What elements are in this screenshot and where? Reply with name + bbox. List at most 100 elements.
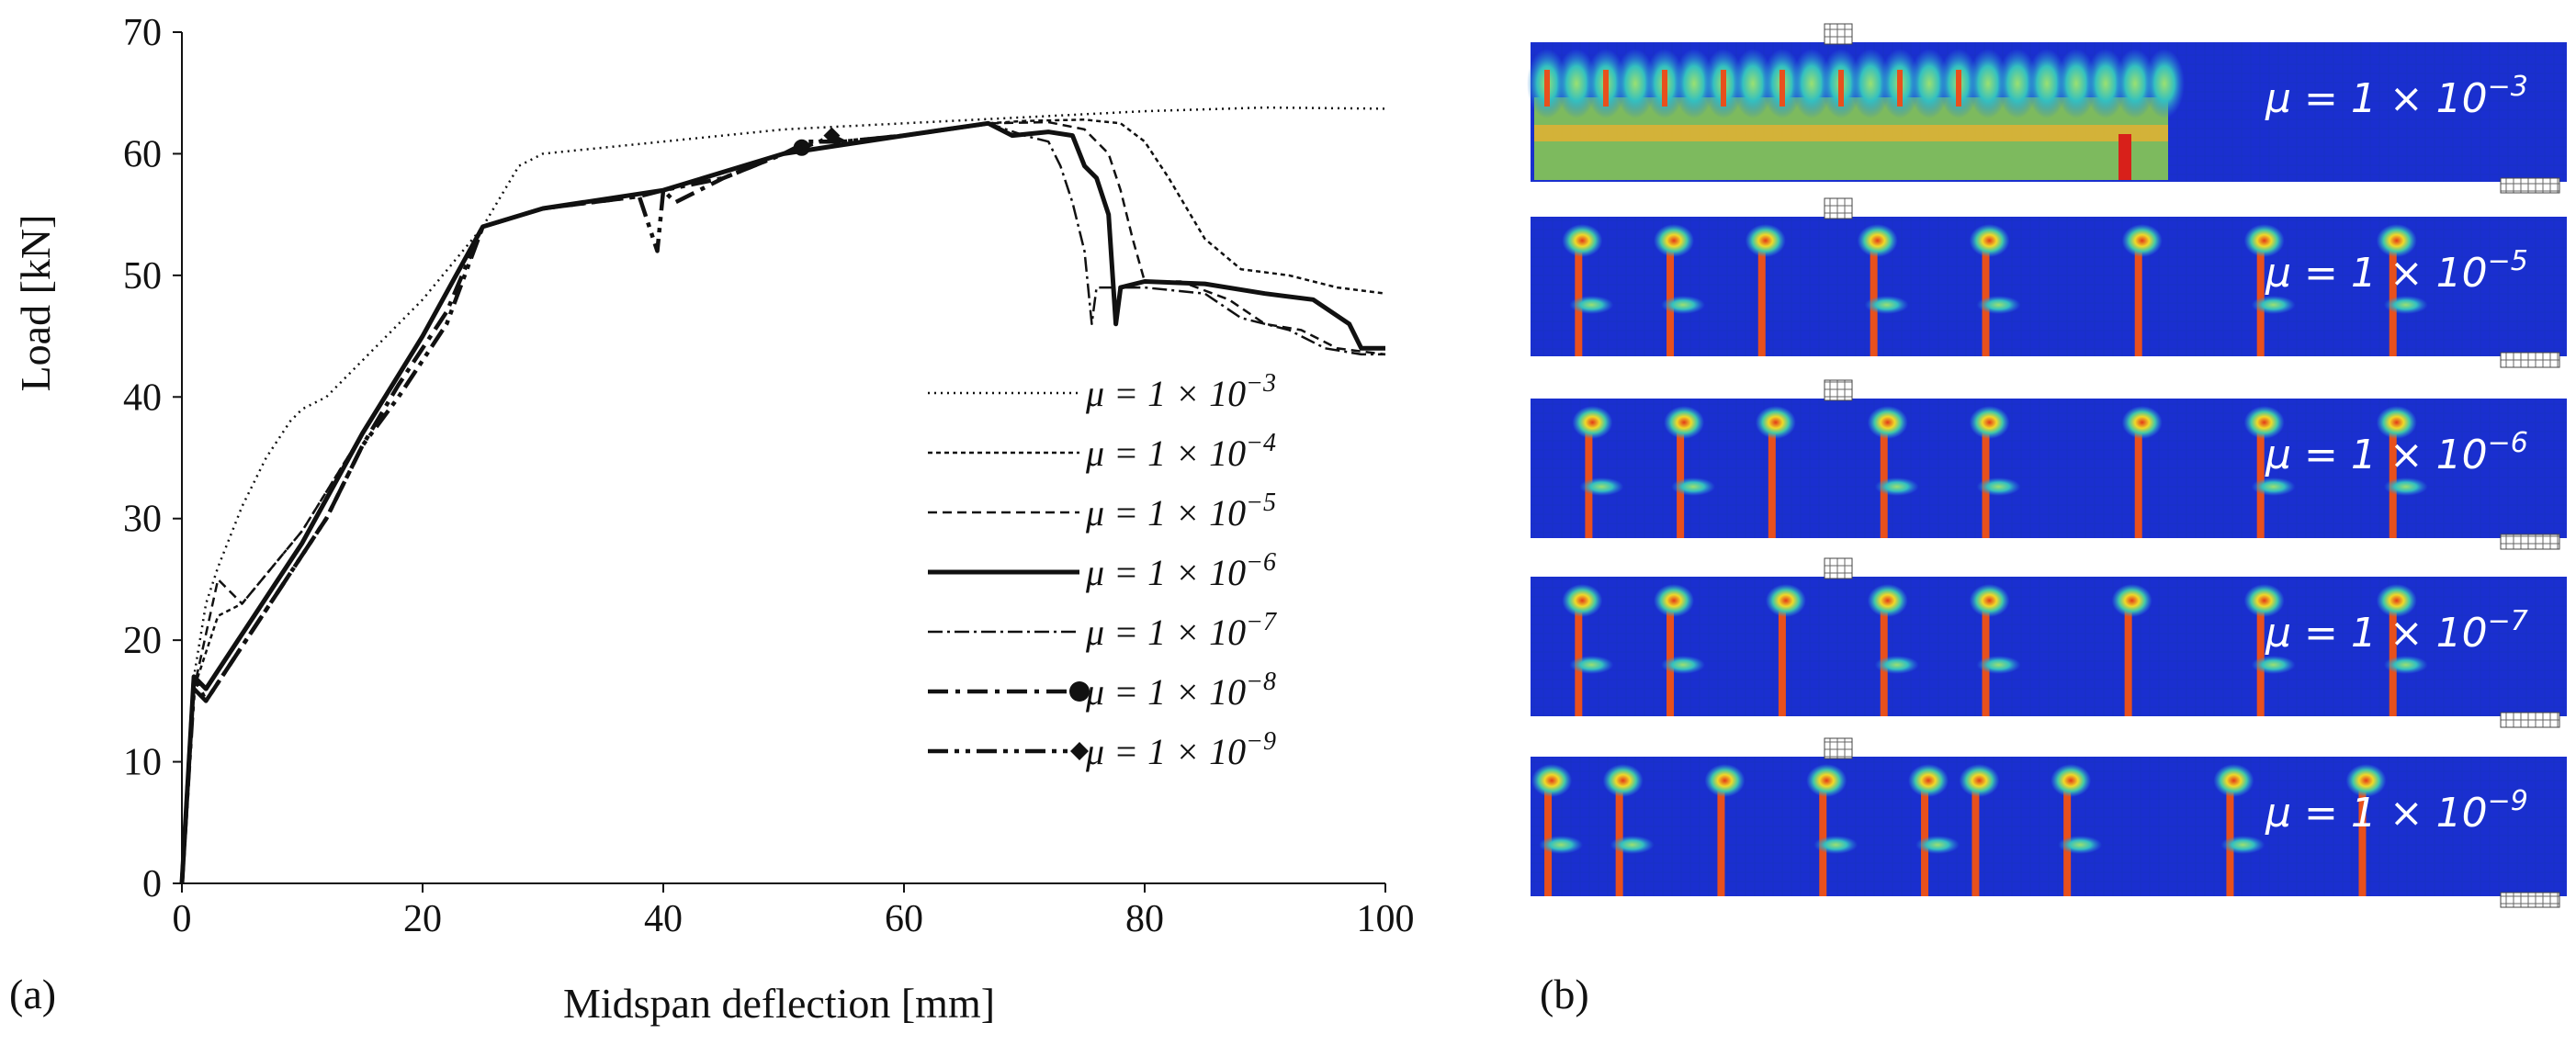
loading-plate — [1824, 557, 1853, 579]
crack-line — [1972, 784, 1980, 896]
x-tick-label: 40 — [644, 898, 683, 940]
shear-damage — [1976, 296, 2021, 314]
shear-damage — [1610, 836, 1655, 854]
shear-damage — [2251, 296, 2296, 314]
shear-damage — [1661, 656, 1706, 674]
y-tick-label: 60 — [123, 133, 162, 175]
load-deflection-chart: 0 10 20 30 40 50 60 70 0 20 40 60 80 100 μ = 1 × 10−… — [9, 12, 1415, 1027]
damage-lobe — [1733, 49, 1773, 118]
y-tick-label: 10 — [123, 742, 162, 784]
series-line-1 — [180, 106, 1386, 884]
legend-marker-circle — [1069, 681, 1090, 702]
x-tick-labels: 0 20 40 60 80 100 — [173, 883, 1415, 940]
crack-tip-damage — [1867, 406, 1908, 439]
crack-tip-damage — [2345, 764, 2387, 797]
contour-plot-3: μ = 1 × 10−6 — [1531, 379, 2567, 550]
crack-tip-damage — [1755, 406, 1796, 439]
panel-label-b: (b) — [1540, 971, 1589, 1017]
support-plate — [2500, 712, 2560, 728]
crack-tip-damage — [2111, 584, 2152, 617]
series-line-2 — [180, 118, 1386, 884]
crack-tip-damage — [2243, 406, 2285, 439]
damage-band — [1534, 125, 2168, 141]
crack-tip-damage — [2376, 584, 2417, 617]
support-plate — [2500, 892, 2560, 908]
crack-tip-damage — [1704, 764, 1746, 797]
shear-damage — [1661, 296, 1706, 314]
damage-lobe — [1997, 49, 2038, 118]
shear-damage — [2058, 836, 2103, 854]
contour-plot-2: μ = 1 × 10−5 — [1531, 197, 2567, 368]
crack-tip-damage — [1664, 406, 1705, 439]
shear-damage — [2251, 478, 2296, 496]
contour-mu-label-3: μ = 1 × 10−6 — [2265, 427, 2528, 478]
crack-tip-damage — [1765, 584, 1806, 617]
damage-lobe — [1791, 49, 1832, 118]
crack-tip-damage — [1959, 764, 2000, 797]
damage-lobe — [2115, 49, 2155, 118]
series-line-6 — [179, 121, 989, 884]
contour-mu-label-5: μ = 1 × 10−9 — [2265, 785, 2528, 837]
crack-tip-damage — [1969, 406, 2010, 439]
contour-plot-1: μ = 1 × 10−3 — [1527, 23, 2567, 194]
y-tick-label: 50 — [123, 255, 162, 298]
damage-lobe — [2027, 49, 2067, 118]
damage-lobe — [1674, 49, 1714, 118]
damage-lobe — [2056, 49, 2096, 118]
crack-segment — [1838, 70, 1844, 107]
crack-tip-damage — [2376, 224, 2417, 257]
crack-line — [1717, 779, 1725, 896]
y-tick-label: 30 — [123, 499, 162, 541]
crack-tip-damage — [1806, 764, 1847, 797]
crack-tip-damage — [2121, 406, 2163, 439]
x-tick-label: 60 — [885, 898, 923, 940]
damage-lobe — [2144, 49, 2185, 118]
shear-damage — [1539, 836, 1584, 854]
contour-panel: μ = 1 × 10−3 μ = 1 × 10−5 μ = 1 × 10−6 μ = … — [1527, 23, 2567, 908]
shear-damage — [1874, 478, 1919, 496]
crack-tip-damage — [1562, 584, 1603, 617]
crack-line — [1768, 421, 1776, 538]
damage-lobe — [1909, 49, 1949, 118]
damage-lobe — [1968, 49, 2008, 118]
loading-plate — [1824, 379, 1853, 401]
legend-label-5: μ = 1 × 10−7 — [1085, 608, 1277, 653]
series-layer — [179, 106, 1386, 884]
crack-segment — [1779, 70, 1785, 107]
crack-tip-damage — [2213, 764, 2254, 797]
crack-line — [2134, 426, 2142, 538]
legend-label-1: μ = 1 × 10−3 — [1085, 369, 1276, 414]
crack-tip-damage — [2243, 224, 2285, 257]
crack-tip-damage — [1857, 224, 1898, 257]
crack-tip-damage — [1572, 406, 1613, 439]
contour-plot-5: μ = 1 × 10−9 — [1531, 737, 2567, 908]
crack-tip-damage — [1531, 764, 1573, 797]
y-axis-label: Load [kN] — [12, 215, 59, 392]
chart-axes — [181, 32, 1385, 884]
shear-damage — [1874, 656, 1919, 674]
crack-tip-damage — [2243, 584, 2285, 617]
contour-plot-4: μ = 1 × 10−7 — [1531, 557, 2567, 728]
crack-line — [1757, 239, 1766, 356]
damage-lobe — [1850, 49, 1891, 118]
series-line-5 — [180, 122, 1385, 884]
loading-plate — [1824, 197, 1853, 219]
shear-damage — [1915, 836, 1960, 854]
shear-damage — [1671, 478, 1716, 496]
crack-tip-damage — [1745, 224, 1786, 257]
support-plate — [2500, 177, 2560, 194]
shear-damage — [1976, 478, 2021, 496]
crack-segment — [1603, 70, 1609, 107]
shear-damage — [1864, 296, 1909, 314]
crack-tip-damage — [1602, 764, 1644, 797]
x-tick-label: 100 — [1357, 898, 1415, 940]
legend-label-3: μ = 1 × 10−5 — [1085, 489, 1276, 534]
crack-line — [1778, 599, 1786, 716]
y-tick-label: 20 — [123, 620, 162, 662]
contour-mu-label-4: μ = 1 × 10−7 — [2265, 605, 2528, 657]
contour-mu-label-1: μ = 1 × 10−3 — [2265, 71, 2528, 122]
shear-damage — [1976, 656, 2021, 674]
x-axis-label: Midspan deflection [mm] — [563, 980, 995, 1027]
crack-line — [2124, 604, 2132, 716]
